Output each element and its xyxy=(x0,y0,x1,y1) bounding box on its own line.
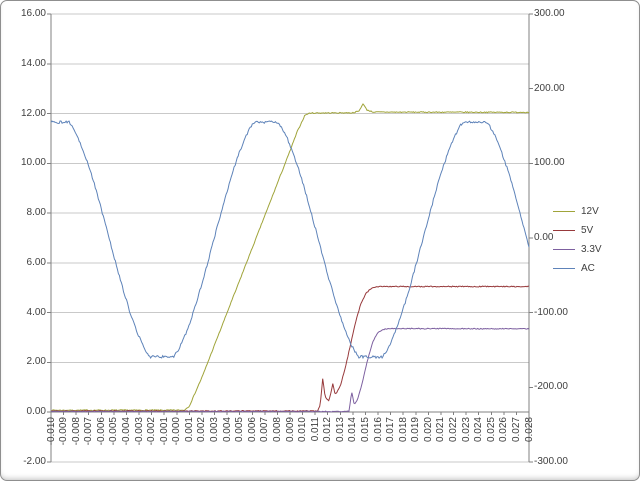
series-line-5v xyxy=(50,285,530,413)
x-tick-label: 0.013 xyxy=(334,417,346,443)
x-tick-label: 0.024 xyxy=(473,417,485,443)
y-right-tick-label: -100.00 xyxy=(534,306,568,318)
y-left-tick-label: 2.00 xyxy=(26,356,46,368)
x-tick-label: 0.027 xyxy=(510,417,522,443)
x-tick-label: 0.020 xyxy=(422,417,434,443)
y-left-tick-label: 8.00 xyxy=(26,207,46,219)
y-right-tick-label: -300.00 xyxy=(534,456,568,467)
x-tick-label: 0.025 xyxy=(485,417,497,443)
x-tick-label: 0.004 xyxy=(221,417,233,443)
x-tick-label: -0.001 xyxy=(158,417,170,446)
x-tick-label: -0.005 xyxy=(108,417,120,446)
x-tick-label: 0.011 xyxy=(309,417,321,442)
x-tick-label: -0.008 xyxy=(70,417,82,446)
y-left-tick-label: -2.00 xyxy=(23,456,46,467)
x-tick-label: 0.028 xyxy=(523,417,535,443)
legend-line-swatch xyxy=(553,249,575,250)
x-tick-label: 0.022 xyxy=(448,417,460,443)
legend-label: AC xyxy=(581,263,595,274)
y-right-tick-label: 100.00 xyxy=(534,157,565,169)
legend-label: 12V xyxy=(581,206,599,217)
y-left-tick-label: 12.00 xyxy=(20,107,46,119)
x-tick-label: 0.005 xyxy=(234,417,246,443)
series-line-12v xyxy=(51,103,530,412)
x-tick-label: 0.026 xyxy=(498,417,510,443)
x-tick-label: 0.016 xyxy=(372,417,384,443)
legend-label: 5V xyxy=(581,225,594,236)
x-tick-label: 0.015 xyxy=(359,417,371,443)
x-tick-label: 0.002 xyxy=(196,417,208,443)
legend-entry-12v: 12V xyxy=(553,202,602,221)
y-left-tick-label: 6.00 xyxy=(26,256,46,268)
x-tick-label: 0.021 xyxy=(435,417,447,443)
x-tick-label: 0.023 xyxy=(460,417,472,443)
legend-entry-ac: AC xyxy=(553,259,602,278)
y-right-tick-label: 200.00 xyxy=(534,82,565,94)
x-tick-label: -0.003 xyxy=(133,417,145,446)
legend-label: 3.3V xyxy=(581,244,602,255)
x-tick-label: -0.009 xyxy=(58,417,70,446)
y-right-tick-label: -200.00 xyxy=(534,381,568,393)
legend-line-swatch xyxy=(553,268,575,269)
legend-entry-3-3v: 3.3V xyxy=(553,240,602,259)
x-tick-label: 0.014 xyxy=(347,417,359,443)
x-tick-label: -0.002 xyxy=(146,417,158,446)
x-tick-label: 0.007 xyxy=(259,417,271,443)
y-left-tick-label: 14.00 xyxy=(20,57,46,69)
x-tick-label: 0.019 xyxy=(410,417,422,443)
y-left-tick-label: 10.00 xyxy=(20,157,46,169)
legend: 12V 5V 3.3V AC xyxy=(553,202,602,278)
x-tick-label: -0.010 xyxy=(45,417,57,446)
x-tick-label: -0.000 xyxy=(171,417,183,446)
x-tick-label: -0.007 xyxy=(83,417,95,446)
x-tick-label: 0.001 xyxy=(183,417,195,443)
x-tick-label: 0.003 xyxy=(209,417,221,443)
x-tick-label: 0.017 xyxy=(385,417,397,443)
series-line-ac xyxy=(50,120,530,360)
y-left-tick-label: 4.00 xyxy=(26,306,46,318)
x-tick-label: -0.006 xyxy=(95,417,107,446)
legend-line-swatch xyxy=(553,230,575,231)
legend-line-swatch xyxy=(553,211,575,212)
y-left-tick-label: 0.00 xyxy=(26,406,46,418)
y-right-tick-label: 0.00 xyxy=(534,232,554,243)
x-tick-label: 0.006 xyxy=(246,417,258,443)
x-tick-label: 0.018 xyxy=(397,417,409,443)
series-line-3-3v xyxy=(50,327,530,413)
x-tick-label: 0.008 xyxy=(271,417,283,443)
x-tick-label: -0.004 xyxy=(120,417,132,446)
y-right-tick-label: 300.00 xyxy=(534,8,565,19)
x-tick-label: 0.010 xyxy=(297,417,309,443)
x-tick-label: 0.012 xyxy=(322,417,334,443)
y-left-tick-label: 16.00 xyxy=(20,8,46,19)
x-tick-label: 0.009 xyxy=(284,417,296,443)
legend-entry-5v: 5V xyxy=(553,221,602,240)
